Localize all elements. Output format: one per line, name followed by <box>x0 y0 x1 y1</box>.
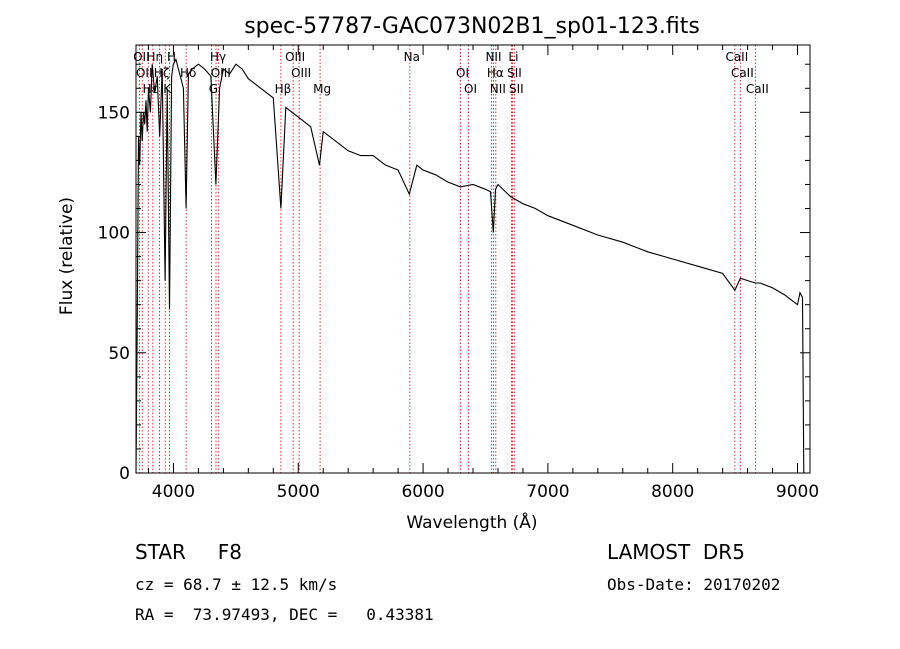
line-label: Hβ <box>275 82 292 96</box>
line-label: OIII <box>291 66 311 80</box>
line-label: OII <box>133 50 150 64</box>
line-label: G <box>209 82 218 96</box>
x-axis-label: Wavelength (Å) <box>406 511 537 533</box>
line-label: Hη <box>147 50 164 64</box>
line-label: Na <box>404 50 420 64</box>
line-label: NII <box>485 50 501 64</box>
spectral-line-labels: OIIOIIHεHηHζKHHδGHγOIIIHβOIIIOIIIMgNaOIO… <box>133 50 769 96</box>
line-label: OI <box>456 66 469 80</box>
line-label: CaII <box>746 82 769 96</box>
chart-title: spec-57787-GAC073N02B1_sp01-123.fits <box>244 14 700 39</box>
observation-date: Obs-Date: 20170202 <box>607 575 781 594</box>
line-label: OIII <box>285 50 305 64</box>
y-tick-label: 0 <box>119 464 130 484</box>
line-label: OIII <box>211 66 231 80</box>
x-tick-label: 8000 <box>651 482 694 502</box>
line-label: CaII <box>725 50 748 64</box>
line-label: H <box>167 50 176 64</box>
object-class: STAR F8 <box>135 540 242 564</box>
line-label: SII <box>509 82 524 96</box>
x-tick-label: 9000 <box>776 482 819 502</box>
x-tick-label: 5000 <box>277 482 320 502</box>
y-tick-label: 50 <box>108 344 130 364</box>
x-tick-label: 6000 <box>401 482 444 502</box>
line-label: K <box>163 82 172 96</box>
spectrum-series <box>135 57 807 474</box>
line-label: Li <box>508 50 518 64</box>
line-label: SII <box>507 66 522 80</box>
line-label: Hζ <box>154 66 170 80</box>
line-label: Hδ <box>180 66 196 80</box>
x-tick-label: 7000 <box>526 482 569 502</box>
line-label: OII <box>136 66 153 80</box>
y-tick-label: 100 <box>98 224 130 244</box>
line-label: Hα <box>487 66 504 80</box>
y-axis-label: Flux (relative) <box>57 197 77 315</box>
line-label: Mg <box>313 82 331 96</box>
line-label: Hγ <box>210 50 226 64</box>
survey-name: LAMOST DR5 <box>607 540 745 564</box>
redshift-velocity: cz = 68.7 ± 12.5 km/s <box>135 575 338 594</box>
line-label: OI <box>464 82 477 96</box>
line-label: NII <box>490 82 506 96</box>
spectral-line-markers <box>138 45 756 473</box>
x-tick-label: 4000 <box>152 482 195 502</box>
y-tick-label: 150 <box>98 103 130 123</box>
line-label: CaII <box>731 66 754 80</box>
coordinates: RA = 73.97493, DEC = 0.43381 <box>135 605 434 624</box>
plot-frame <box>135 44 811 474</box>
spectrum-line <box>135 57 807 474</box>
axis-ticks: 4000 5000 6000 7000 8000 9000 0 50 100 150 <box>98 45 819 502</box>
line-label: Hε <box>142 82 158 96</box>
